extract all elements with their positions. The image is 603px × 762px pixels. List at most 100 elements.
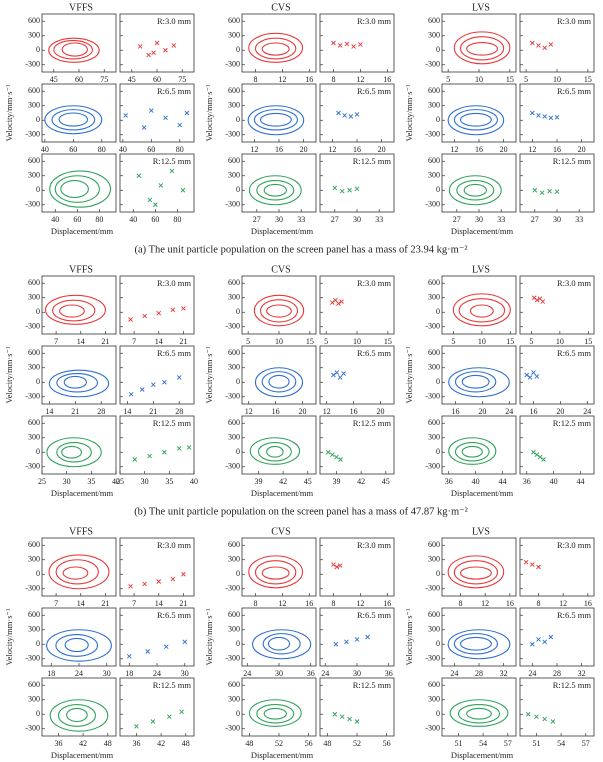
plot-area	[48, 369, 110, 398]
plot-area	[254, 367, 304, 398]
x-tick-label: 20	[500, 145, 508, 154]
poincare-point	[534, 714, 539, 719]
y-tick-label: 0	[36, 115, 40, 124]
y-tick-label: 0	[436, 185, 440, 194]
phase-loop	[459, 36, 505, 61]
panel-frame	[319, 537, 395, 597]
x-tick-label: 15	[506, 337, 514, 346]
x-axis-label: Displacement/mm	[51, 488, 114, 498]
poincare-point	[348, 114, 354, 119]
plot-area	[330, 297, 344, 306]
y-tick-label: 600	[428, 610, 440, 619]
poincare-point	[536, 564, 541, 570]
phase-loop	[248, 699, 302, 727]
plot-area	[248, 699, 302, 727]
x-tick-label: 48	[323, 739, 331, 748]
panel-frame	[319, 415, 395, 475]
x-tick-label: 44	[499, 477, 507, 486]
phase-loop	[55, 634, 99, 657]
panel-frame	[441, 415, 517, 475]
radius-label: R:6.5 mm	[557, 348, 591, 358]
plot-area	[448, 367, 510, 398]
x-tick-label: 39	[254, 477, 262, 486]
phase-loop	[459, 566, 492, 580]
plot-area	[447, 555, 505, 589]
x-tick-label: 12	[245, 407, 253, 416]
radius-label: R:6.5 mm	[557, 86, 591, 96]
column-title: LVS	[472, 264, 490, 275]
column-title: LVS	[472, 526, 490, 537]
poincare-point	[365, 634, 370, 640]
x-tick-label: 60	[69, 145, 77, 154]
panel-frame	[241, 345, 317, 405]
y-tick-label: -300	[225, 322, 240, 331]
x-tick-label: 8	[253, 599, 257, 608]
y-tick-label: -300	[425, 724, 440, 733]
phase-loop	[55, 559, 99, 585]
plot-area	[248, 555, 304, 589]
poincare-point	[354, 186, 360, 192]
phase-loop	[454, 371, 497, 393]
y-tick-label: 300	[28, 555, 40, 564]
poincare-point	[539, 190, 545, 195]
panel-frame	[519, 345, 595, 405]
x-tick-label: 40	[51, 215, 59, 224]
plot-area	[332, 185, 360, 194]
y-tick-label: 0	[236, 447, 240, 456]
phase-loop	[261, 566, 290, 580]
radius-label: R:3.0 mm	[157, 540, 191, 550]
y-tick-label: 0	[36, 185, 40, 194]
y-tick-label: 0	[436, 709, 440, 718]
x-tick-label: 52	[275, 739, 283, 748]
plot-area	[524, 370, 540, 380]
x-tick-label: 30	[475, 215, 483, 224]
poincare-point	[339, 188, 345, 194]
y-tick-label: 600	[228, 418, 240, 427]
y-tick-label: 600	[228, 348, 240, 357]
plot-area	[136, 168, 186, 208]
x-tick-label: 54	[479, 739, 487, 748]
poincare-point	[148, 108, 154, 113]
x-tick-label: 8	[331, 599, 335, 608]
x-tick-label: 36	[54, 739, 62, 748]
x-axis-label: Displacement/mm	[251, 226, 314, 236]
poincare-point	[536, 637, 541, 642]
x-tick-label: 12	[278, 599, 286, 608]
radius-label: R:6.5 mm	[157, 86, 191, 96]
y-tick-label: -300	[425, 322, 440, 331]
poincare-point	[547, 188, 552, 194]
plot-area	[336, 110, 360, 119]
phase-loop	[453, 560, 499, 585]
plot-area	[248, 32, 304, 63]
x-tick-label: 24	[243, 669, 251, 678]
x-tick-label: 15	[506, 75, 514, 84]
phase-loop	[466, 707, 492, 720]
poincare-point	[531, 449, 536, 455]
y-tick-label: 300	[228, 293, 240, 302]
phase-loop	[249, 437, 301, 465]
y-tick-label: 0	[236, 569, 240, 578]
y-tick-label: 600	[28, 156, 40, 165]
x-tick-label: 14	[45, 407, 53, 416]
y-tick-label: 300	[28, 625, 40, 634]
poincare-point	[554, 189, 560, 195]
plot-area	[126, 639, 188, 659]
phase-loop	[448, 437, 497, 465]
y-tick-label: 0	[236, 45, 240, 54]
x-tick-label: 32	[500, 669, 508, 678]
y-tick-label: 600	[28, 16, 40, 25]
x-tick-label: 42	[157, 739, 165, 748]
x-tick-label: 10	[478, 337, 486, 346]
phase-loop	[49, 170, 112, 208]
y-tick-label: -300	[225, 200, 240, 209]
x-tick-label: 24	[505, 407, 513, 416]
phase-loop	[56, 373, 99, 393]
plot-area	[448, 175, 502, 206]
y-tick-label: 300	[228, 625, 240, 634]
x-tick-label: 12	[559, 599, 567, 608]
poincare-point	[524, 372, 530, 378]
x-tick-label: 45	[128, 75, 136, 84]
y-tick-label: -300	[225, 130, 240, 139]
y-tick-label: 300	[428, 363, 440, 372]
radius-label: R:6.5 mm	[357, 348, 391, 358]
